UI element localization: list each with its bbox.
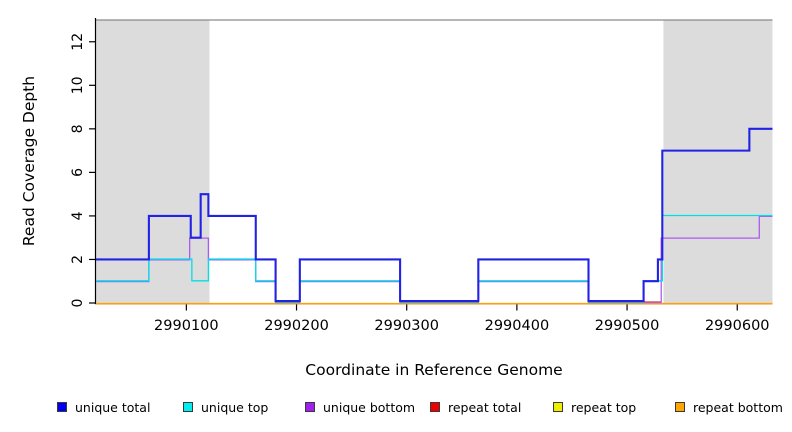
legend-item-unique-bottom: unique bottom: [305, 399, 416, 415]
legend-label: unique top: [201, 399, 269, 415]
legend-item-repeat-bottom: repeat bottom: [675, 399, 783, 415]
legend-label: unique total: [75, 399, 151, 415]
x-tick-label: 2990100: [154, 318, 219, 334]
repeat-region-shade: [96, 19, 210, 304]
x-axis-title: Coordinate in Reference Genome: [305, 361, 563, 379]
y-tick-label: 8: [70, 124, 86, 133]
repeat-region-shade: [663, 19, 773, 304]
legend-swatch-repeat-total: [430, 402, 440, 412]
legend-item-repeat-top: repeat top: [553, 399, 637, 415]
legend-swatch-unique-total: [57, 402, 67, 412]
legend-swatch-repeat-bottom: [675, 402, 685, 412]
legend-item-unique-top: unique top: [183, 399, 269, 415]
legend-item-unique-total: unique total: [57, 399, 151, 415]
y-tick-label: 4: [70, 211, 86, 220]
legend-label: repeat top: [571, 399, 637, 415]
legend-swatch-unique-bottom: [305, 402, 315, 412]
y-tick-label: 2: [70, 255, 86, 264]
x-tick-label: 2990600: [705, 318, 770, 334]
y-tick-label: 6: [70, 168, 86, 177]
x-tick-label: 2990500: [595, 318, 660, 334]
y-axis-title: Read Coverage Depth: [20, 75, 38, 247]
x-tick-label: 2990300: [374, 318, 439, 334]
y-tick-label: 12: [70, 33, 86, 51]
legend-item-repeat-total: repeat total: [430, 399, 522, 415]
series-unique-total-line: [96, 127, 773, 303]
coverage-plot: 0 2 4 6 8 10 12 2990100 2990200 2990300 2990400 299…: [70, 18, 773, 334]
x-tick-label: 2990400: [485, 318, 550, 334]
legend-swatch-unique-top: [183, 402, 193, 412]
y-tick-label: 10: [70, 76, 86, 94]
legend-label: unique bottom: [323, 399, 416, 415]
legend-label: repeat bottom: [693, 399, 783, 415]
x-tick-label: 2990200: [264, 318, 329, 334]
legend-swatch-repeat-top: [553, 402, 563, 412]
y-tick-label: 0: [70, 299, 86, 308]
legend-label: repeat total: [448, 399, 522, 415]
